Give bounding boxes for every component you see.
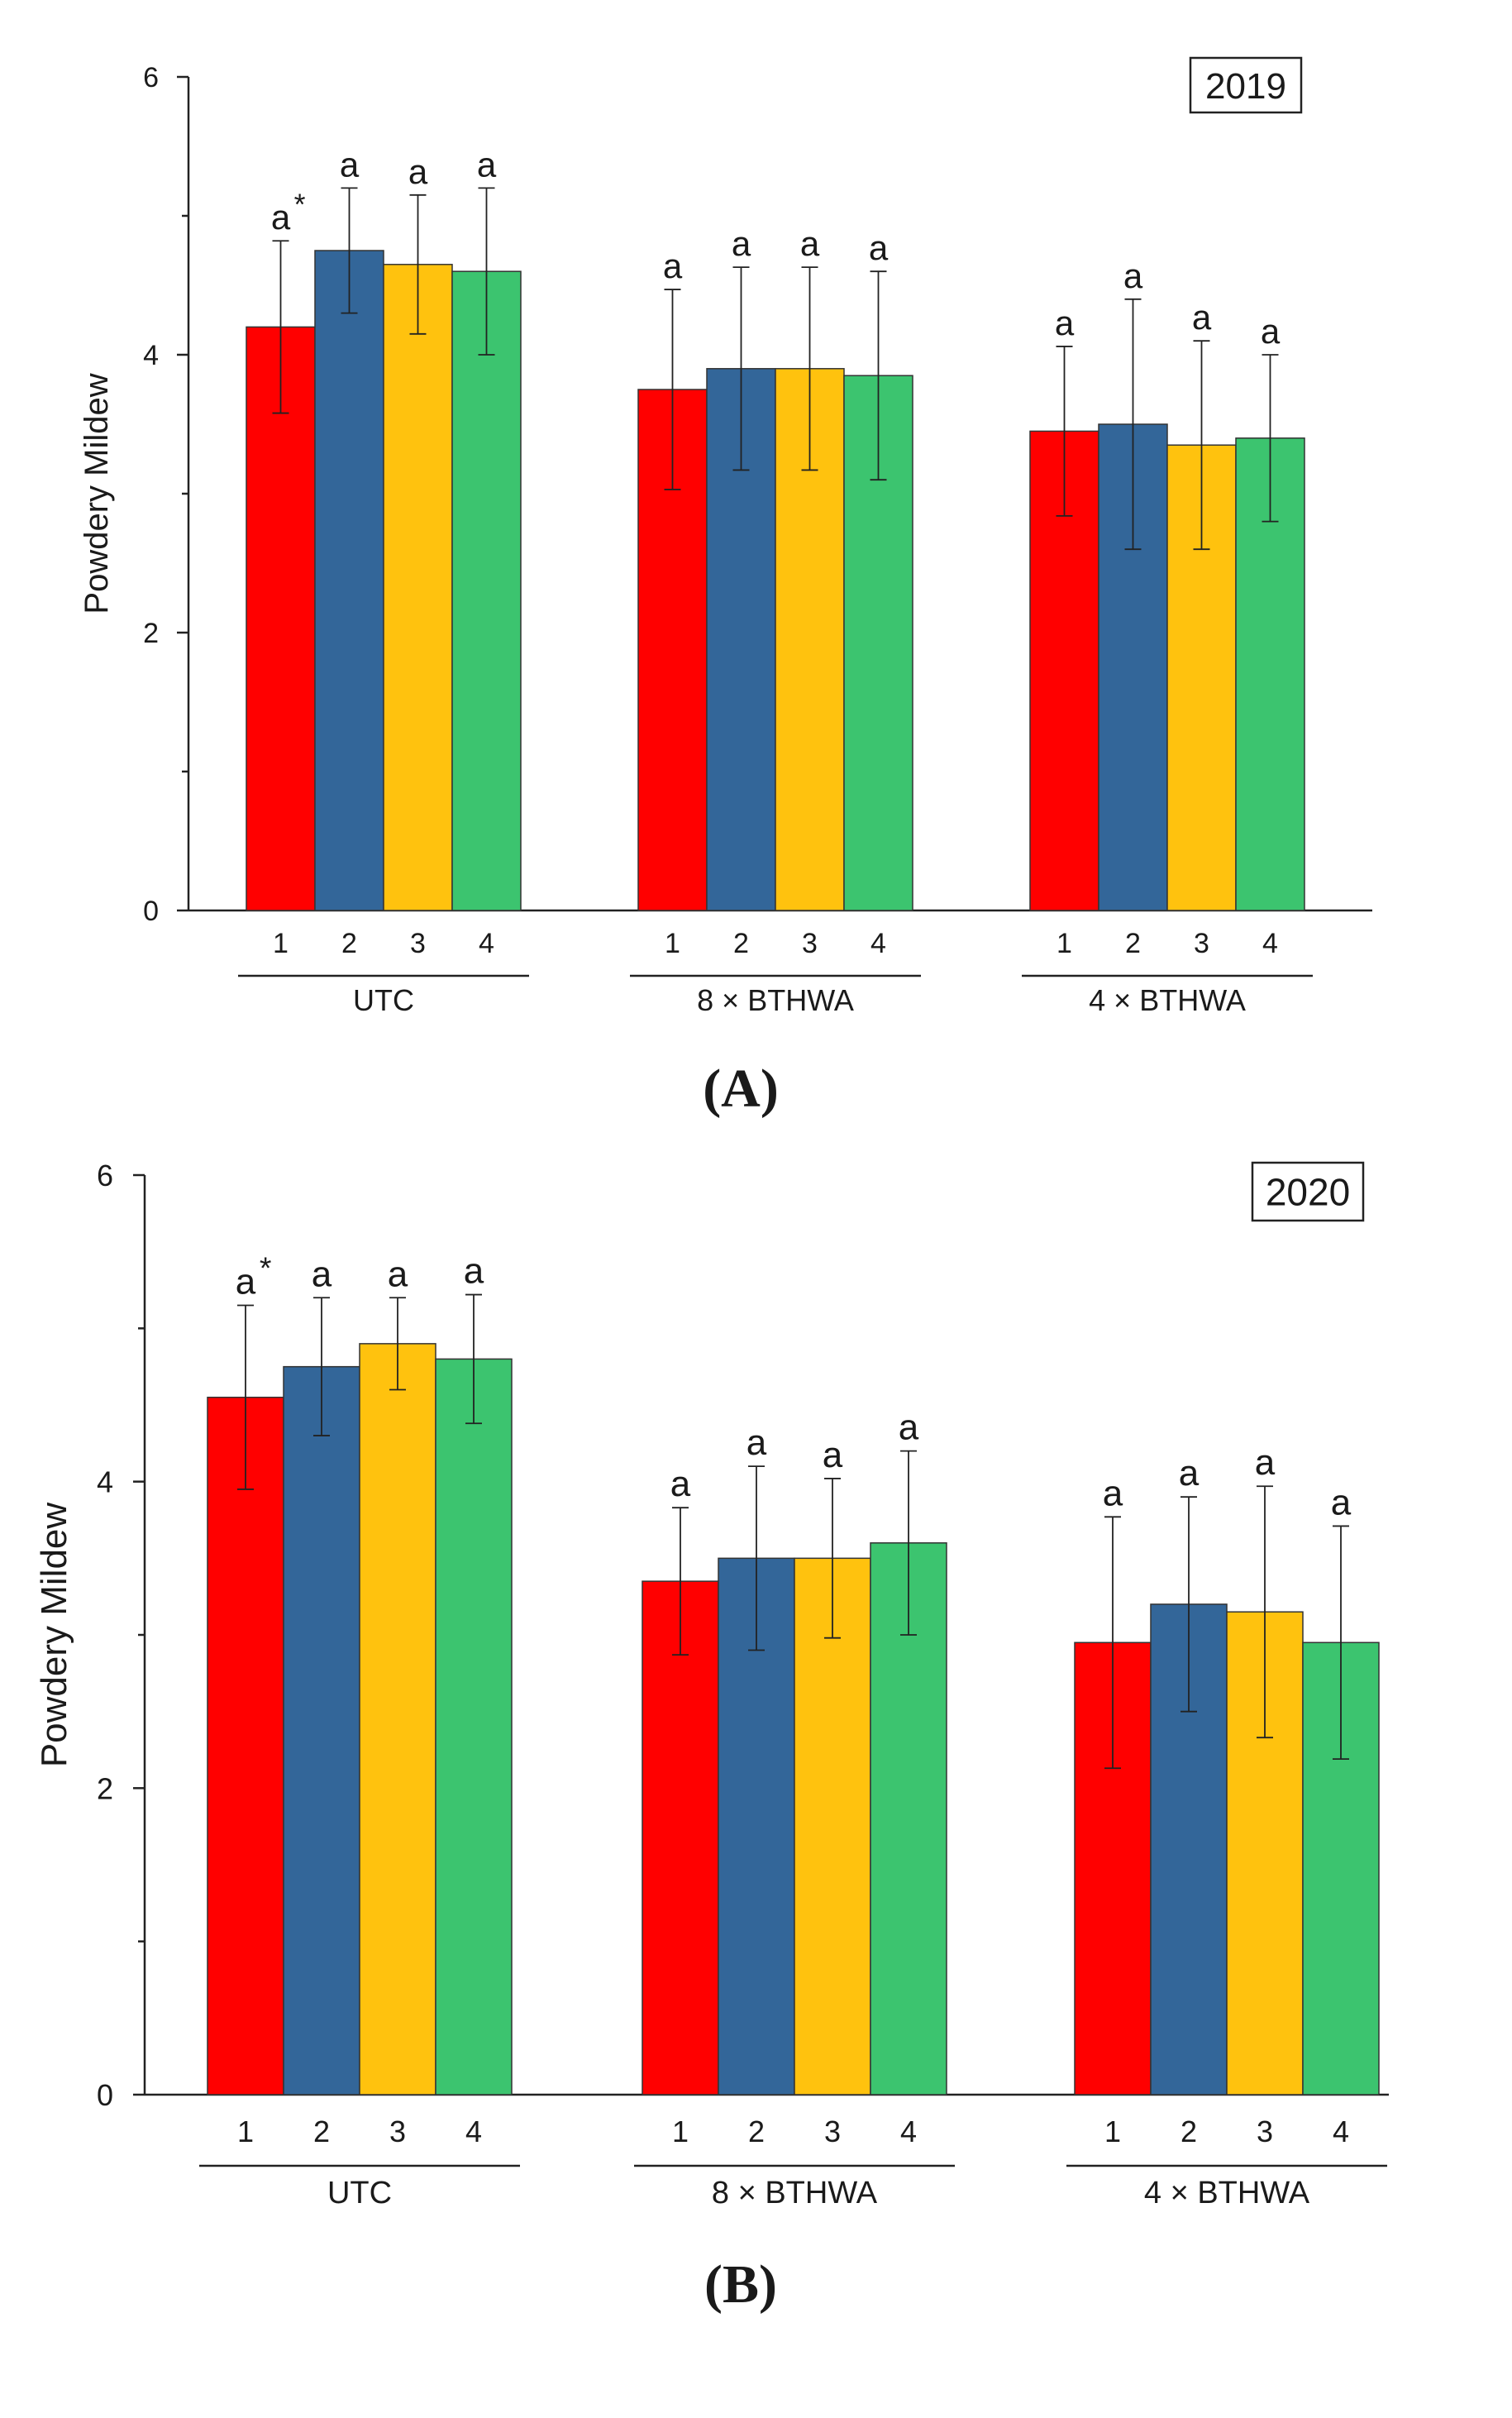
x-tick-label: 2: [1181, 2115, 1197, 2148]
x-tick-label: 4: [900, 2115, 917, 2148]
year-label: 2020: [1266, 1171, 1350, 1214]
significance-letter: a: [746, 1422, 767, 1463]
x-tick-label: 4: [870, 928, 886, 959]
significance-letter: a: [1331, 1482, 1352, 1522]
group-label: 8 × BTHWA: [712, 2176, 878, 2210]
group-label: 8 × BTHWA: [697, 983, 854, 1017]
year-box: [1251, 1161, 1365, 1222]
significance-asterisk: *: [260, 1250, 272, 1285]
group-label: 4 × BTHWA: [1089, 983, 1246, 1017]
year-box: [1189, 56, 1303, 114]
significance-letter: a: [1123, 256, 1143, 295]
bar: [435, 1358, 513, 2095]
y-tick-label: 6: [143, 62, 159, 93]
significance-letter: a: [899, 1407, 919, 1448]
year-label: 2019: [1205, 66, 1286, 107]
significance-letter: a: [670, 1464, 691, 1504]
y-axis-title: Powdery Mildew: [79, 373, 115, 614]
significance-asterisk: *: [294, 189, 306, 222]
x-tick-label: 3: [802, 928, 818, 959]
significance-letter: a: [732, 224, 751, 263]
x-tick-label: 3: [1194, 928, 1209, 959]
y-tick-label: 0: [97, 2078, 113, 2112]
bar: [359, 1343, 436, 2095]
significance-letter: a: [1261, 312, 1281, 351]
x-tick-label: 2: [1125, 928, 1141, 959]
significance-letter: a: [663, 246, 683, 285]
y-tick-label: 2: [97, 1771, 113, 1805]
x-tick-label: 4: [1262, 928, 1278, 959]
y-tick-label: 4: [143, 340, 159, 371]
bar: [207, 1396, 284, 2095]
significance-letter: a: [823, 1435, 843, 1475]
x-tick-label: 4: [465, 2115, 482, 2148]
x-tick-label: 1: [1104, 2115, 1121, 2148]
y-tick-label: 2: [143, 618, 159, 649]
bar: [642, 1580, 719, 2095]
group-label: UTC: [327, 2176, 392, 2210]
significance-letter: a: [271, 198, 291, 237]
significance-letter: a: [1103, 1473, 1123, 1513]
x-tick-label: 3: [1257, 2115, 1273, 2148]
y-tick-label: 6: [97, 1159, 113, 1192]
x-tick-label: 1: [237, 2115, 254, 2148]
x-tick-label: 3: [389, 2115, 406, 2148]
significance-letter: a: [869, 228, 889, 267]
x-tick-label: 2: [748, 2115, 765, 2148]
significance-letter: a: [477, 145, 497, 184]
panel-label: (A): [703, 1058, 779, 1119]
group-label: 4 × BTHWA: [1144, 2176, 1310, 2210]
bar: [383, 264, 453, 911]
significance-letter: a: [800, 224, 820, 263]
y-tick-label: 4: [97, 1465, 113, 1499]
bar: [314, 250, 384, 911]
bar: [794, 1557, 871, 2095]
significance-letter: a: [464, 1251, 484, 1292]
significance-letter: a: [1255, 1442, 1276, 1483]
significance-letter: a: [312, 1254, 332, 1294]
significance-letter: a: [1055, 303, 1075, 342]
x-tick-label: 1: [672, 2115, 689, 2148]
x-tick-label: 4: [479, 928, 494, 959]
group-label: UTC: [353, 983, 414, 1017]
significance-letter: a: [388, 1254, 408, 1294]
x-tick-label: 1: [665, 928, 680, 959]
x-tick-label: 2: [313, 2115, 330, 2148]
bar: [283, 1365, 360, 2095]
panel-label: (B): [704, 2254, 777, 2315]
x-tick-label: 3: [824, 2115, 841, 2148]
significance-letter: a: [236, 1262, 256, 1302]
x-tick-label: 2: [733, 928, 749, 959]
x-tick-label: 1: [273, 928, 289, 959]
significance-letter: a: [1192, 298, 1212, 337]
significance-letter: a: [408, 152, 428, 191]
x-tick-label: 2: [341, 928, 357, 959]
y-tick-label: 0: [143, 896, 159, 927]
significance-letter: a: [340, 145, 360, 184]
bar: [246, 326, 316, 911]
x-tick-label: 4: [1333, 2115, 1349, 2148]
significance-letter: a: [1179, 1453, 1200, 1493]
x-tick-label: 1: [1056, 928, 1072, 959]
y-axis-title: Powdery Mildew: [34, 1503, 74, 1768]
x-tick-label: 3: [410, 928, 426, 959]
bar: [451, 270, 522, 911]
